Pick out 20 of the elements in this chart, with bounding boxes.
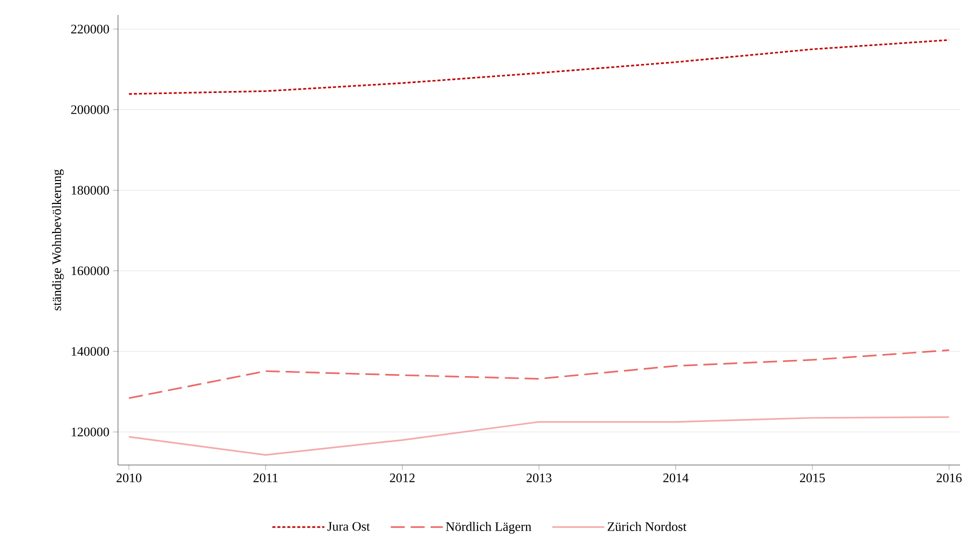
legend-label: Jura Ost bbox=[327, 522, 370, 531]
legend-label: Nördlich Lägern bbox=[446, 522, 532, 534]
x-tick-label: 2015 bbox=[800, 474, 825, 482]
y-tick-label: 220000 bbox=[71, 24, 109, 34]
y-tick-label: 200000 bbox=[71, 105, 109, 114]
x-tick-label: 2011 bbox=[253, 474, 278, 482]
x-tick-label: 2013 bbox=[526, 474, 552, 482]
line-series bbox=[128, 416, 950, 456]
line-series bbox=[128, 39, 950, 95]
y-tick-label: 180000 bbox=[72, 186, 109, 195]
line-series bbox=[128, 349, 950, 399]
x-tick-label: 2016 bbox=[936, 474, 962, 482]
x-tick-label: 2014 bbox=[663, 474, 688, 482]
y-tick-label: 160000 bbox=[72, 266, 109, 276]
y-tick-label: 120000 bbox=[72, 428, 109, 436]
y-tick-label: 140000 bbox=[72, 347, 109, 356]
x-tick-label: 2012 bbox=[390, 474, 415, 482]
y-axis-title: ständige Wohnbevölkerung bbox=[52, 169, 64, 310]
x-tick-label: 2010 bbox=[116, 474, 142, 482]
legend-label: Zürich Nordost bbox=[608, 522, 686, 531]
